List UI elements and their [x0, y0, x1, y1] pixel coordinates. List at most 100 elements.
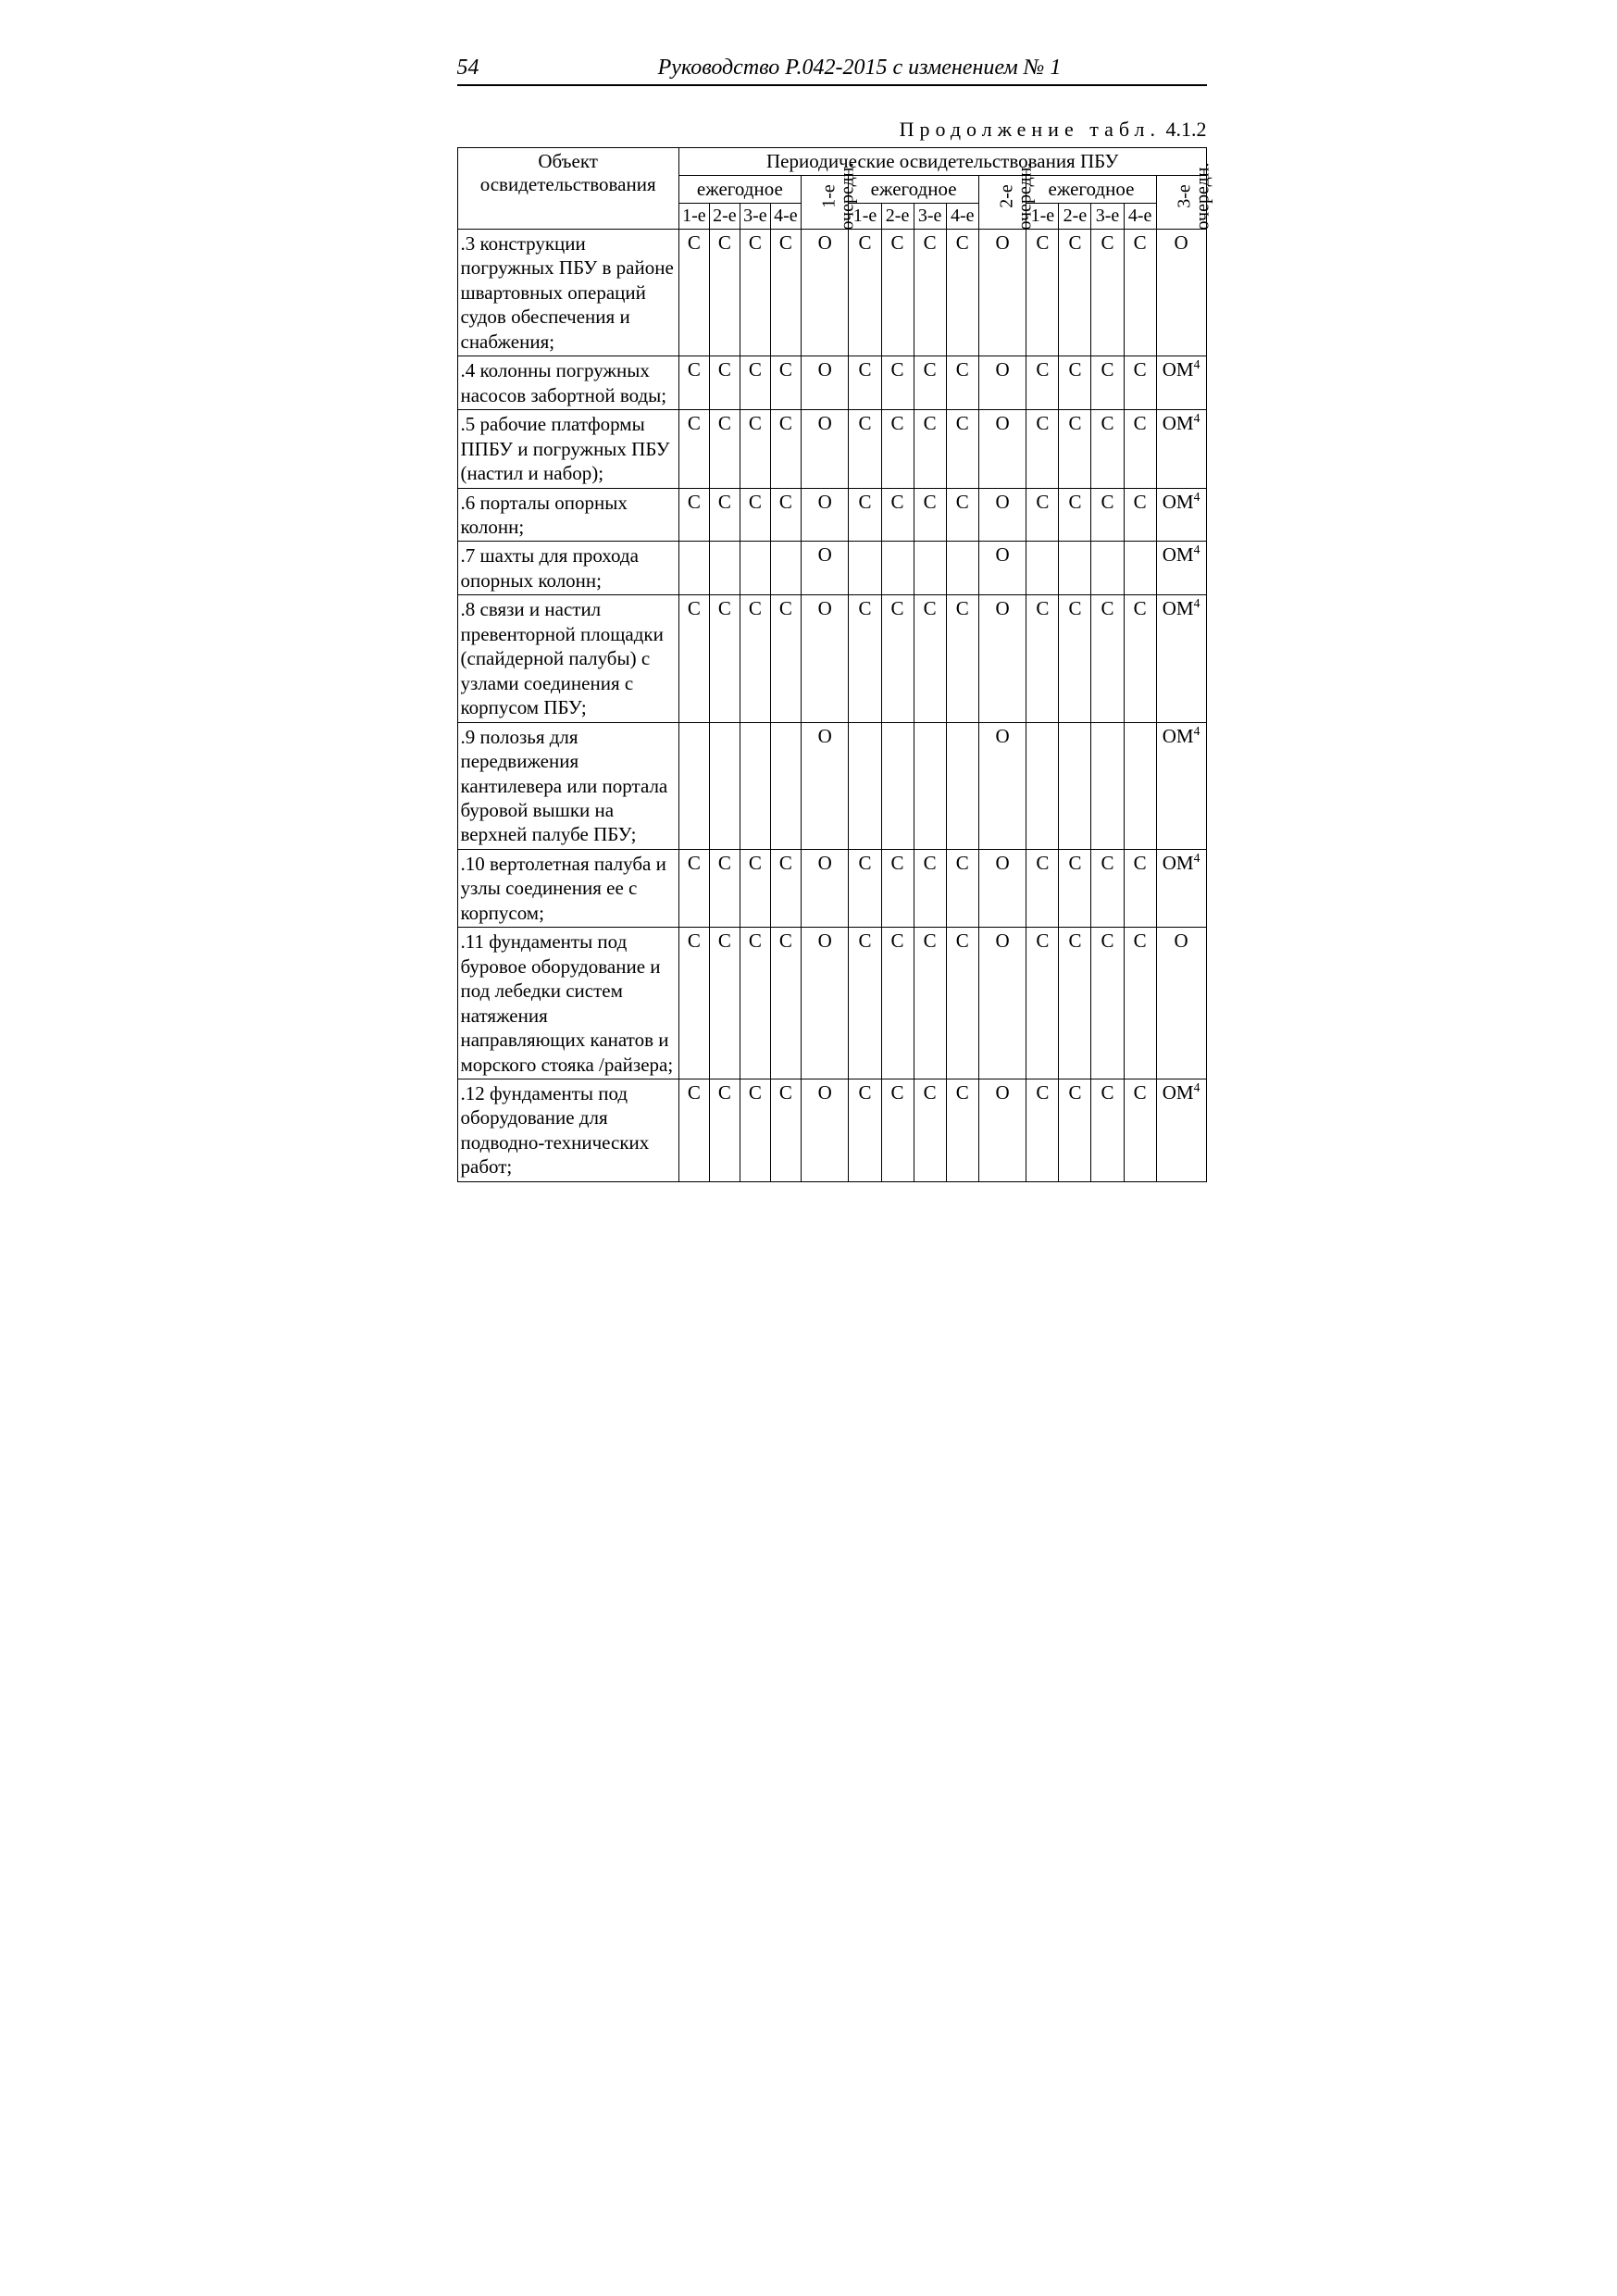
data-cell: С: [709, 595, 740, 722]
data-cell: С: [849, 230, 881, 356]
data-cell: С: [770, 928, 801, 1079]
data-cell: С: [1026, 488, 1059, 542]
data-cell: О: [978, 722, 1026, 849]
data-cell: О: [801, 230, 849, 356]
data-cell: С: [1026, 849, 1059, 927]
data-cell: [881, 722, 914, 849]
data-cell: С: [881, 488, 914, 542]
data-cell: [1091, 722, 1124, 849]
data-cell: О: [801, 722, 849, 849]
data-cell: [770, 542, 801, 595]
row-label: .3 конструкции погружных ПБУ в районе шв…: [457, 230, 678, 356]
data-cell: С: [914, 356, 946, 410]
data-cell: С: [881, 849, 914, 927]
data-cell: С: [881, 410, 914, 488]
sub-1a: 1-е: [678, 204, 709, 230]
data-cell: ОМ4: [1156, 1079, 1206, 1181]
data-cell: ОМ4: [1156, 410, 1206, 488]
row-label: .12 фундаменты под оборудование для подв…: [457, 1079, 678, 1181]
data-cell: С: [1059, 928, 1091, 1079]
table-row: .11 фундаменты под буровое оборудование …: [457, 928, 1206, 1079]
data-cell: С: [946, 488, 978, 542]
data-cell: [1091, 542, 1124, 595]
data-cell: С: [678, 1079, 709, 1181]
data-cell: О: [978, 410, 1026, 488]
row-label: .7 шахты для прохода опорных колонн;: [457, 542, 678, 595]
data-cell: С: [740, 1079, 770, 1181]
col-periodic: Периодические освидетельствования ПБУ: [678, 148, 1206, 176]
data-cell: С: [1026, 928, 1059, 1079]
sub-3b: 3-е: [914, 204, 946, 230]
data-cell: С: [914, 595, 946, 722]
data-cell: С: [1091, 1079, 1124, 1181]
data-cell: С: [740, 488, 770, 542]
data-cell: С: [881, 1079, 914, 1181]
caption-spaced: Продолжение табл.: [900, 118, 1161, 141]
data-cell: О: [1156, 230, 1206, 356]
sub-4c: 4-е: [1124, 204, 1156, 230]
data-cell: С: [770, 849, 801, 927]
data-cell: С: [678, 488, 709, 542]
data-cell: О: [978, 595, 1026, 722]
data-cell: [881, 542, 914, 595]
data-cell: С: [770, 1079, 801, 1181]
data-cell: С: [1091, 928, 1124, 1079]
data-cell: С: [770, 410, 801, 488]
data-cell: [709, 722, 740, 849]
data-cell: [678, 722, 709, 849]
table-row: .4 колонны погружных насосов забортной в…: [457, 356, 1206, 410]
row-label: .9 полозья для передвижения кантилевера …: [457, 722, 678, 849]
data-cell: С: [770, 595, 801, 722]
data-cell: С: [1124, 849, 1156, 927]
data-cell: С: [946, 230, 978, 356]
row-label: .5 рабочие платформы ППБУ и погружных ПБ…: [457, 410, 678, 488]
data-cell: С: [849, 410, 881, 488]
row-label: .11 фундаменты под буровое оборудование …: [457, 928, 678, 1079]
data-cell: С: [946, 928, 978, 1079]
data-cell: ОМ4: [1156, 722, 1206, 849]
data-cell: С: [678, 849, 709, 927]
data-cell: [1124, 542, 1156, 595]
data-cell: О: [978, 928, 1026, 1079]
data-cell: С: [1059, 1079, 1091, 1181]
data-cell: [1059, 722, 1091, 849]
data-cell: С: [849, 595, 881, 722]
data-cell: С: [1059, 410, 1091, 488]
page-number: 54: [457, 56, 513, 81]
data-cell: С: [914, 849, 946, 927]
data-cell: С: [1124, 1079, 1156, 1181]
data-cell: ОМ4: [1156, 542, 1206, 595]
data-cell: С: [678, 928, 709, 1079]
running-title: Руководство Р.042-2015 с изменением № 1: [513, 56, 1207, 81]
table-body: .3 конструкции погружных ПБУ в районе шв…: [457, 230, 1206, 1182]
col-yearly-2: ежегодное: [849, 176, 978, 204]
data-cell: [1059, 542, 1091, 595]
data-cell: О: [978, 542, 1026, 595]
data-cell: С: [709, 849, 740, 927]
data-cell: С: [709, 928, 740, 1079]
data-cell: С: [849, 488, 881, 542]
sub-2a: 2-е: [709, 204, 740, 230]
data-cell: [1124, 722, 1156, 849]
data-cell: С: [946, 356, 978, 410]
data-cell: С: [770, 356, 801, 410]
data-cell: [946, 722, 978, 849]
data-cell: ОМ4: [1156, 488, 1206, 542]
data-cell: С: [1091, 356, 1124, 410]
data-cell: С: [1091, 488, 1124, 542]
data-cell: О: [801, 542, 849, 595]
data-cell: С: [914, 928, 946, 1079]
document-page: 54 Руководство Р.042-2015 с изменением №…: [355, 0, 1263, 1256]
data-cell: С: [1091, 849, 1124, 927]
sub-4a: 4-е: [770, 204, 801, 230]
table-row: .12 фундаменты под оборудование для подв…: [457, 1079, 1206, 1181]
data-cell: С: [740, 595, 770, 722]
sub-2b: 2-е: [881, 204, 914, 230]
data-cell: С: [849, 928, 881, 1079]
col-yearly-3: ежегодное: [1026, 176, 1156, 204]
sub-3a: 3-е: [740, 204, 770, 230]
table-head: Объект освидетельствования Периодические…: [457, 148, 1206, 230]
data-cell: О: [978, 1079, 1026, 1181]
data-cell: С: [1059, 356, 1091, 410]
row-label: .4 колонны погружных насосов забортной в…: [457, 356, 678, 410]
